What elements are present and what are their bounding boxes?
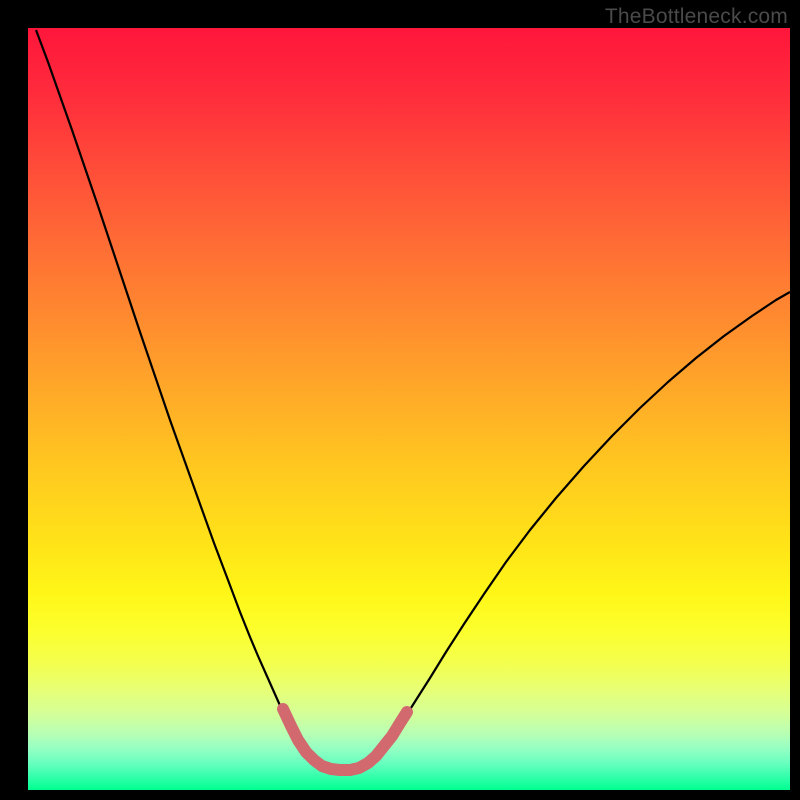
watermark-text: TheBottleneck.com	[605, 5, 788, 29]
plot-svg	[28, 28, 790, 790]
gradient-background	[28, 28, 790, 790]
plot-area	[28, 28, 790, 790]
chart-container: TheBottleneck.com	[0, 0, 800, 800]
